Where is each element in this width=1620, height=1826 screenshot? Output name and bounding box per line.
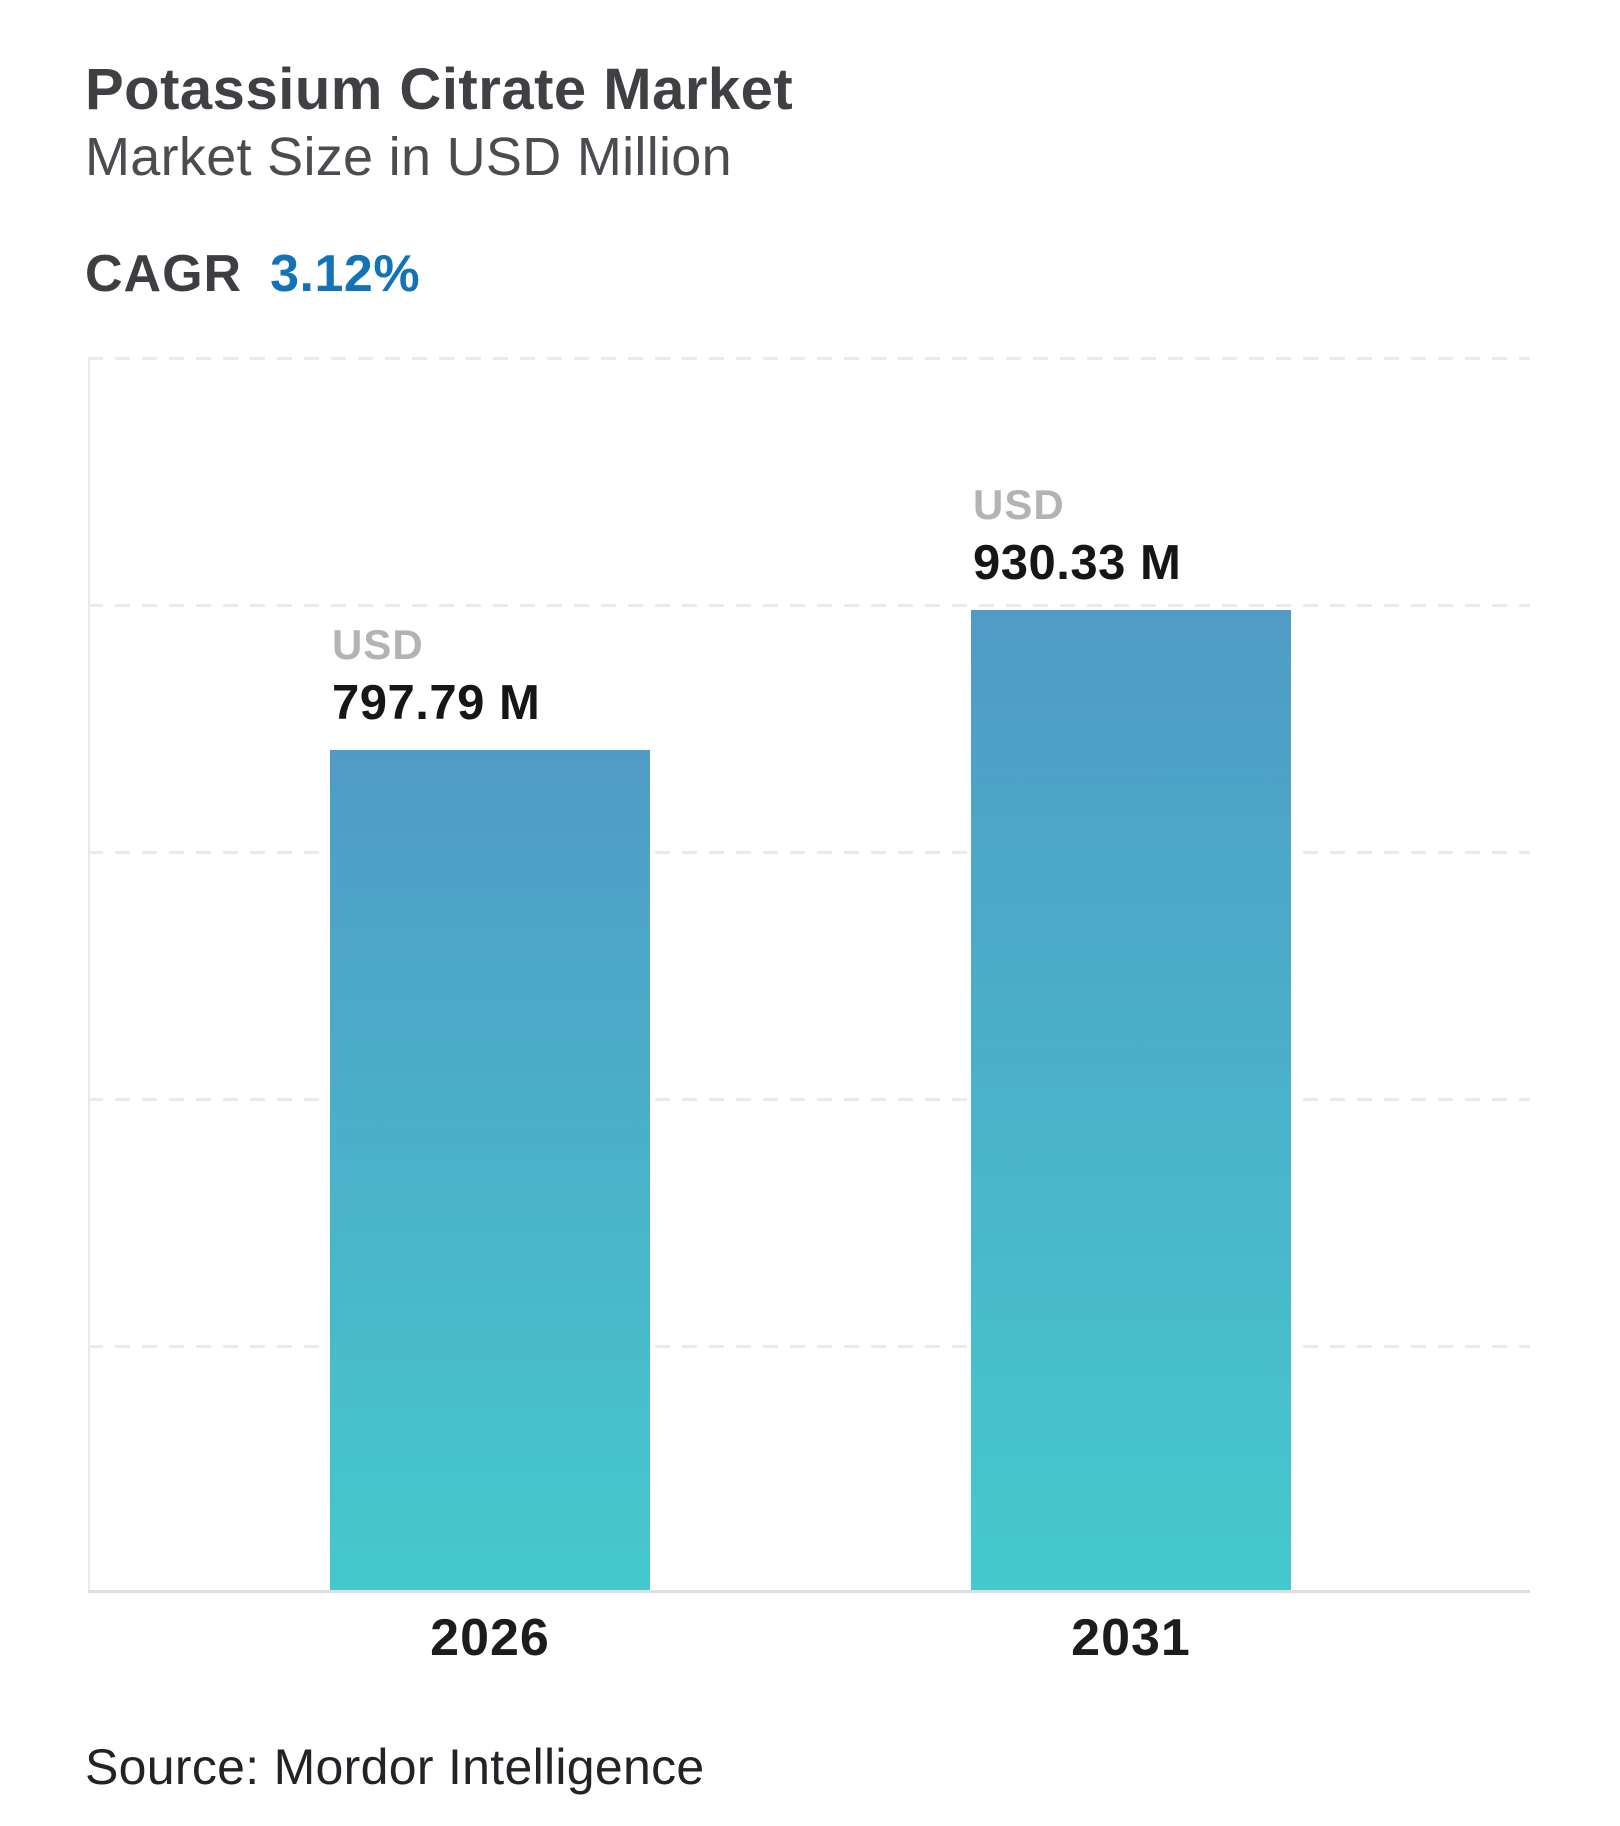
gridline xyxy=(88,357,1530,360)
x-tick-label-2026: 2026 xyxy=(430,1609,550,1667)
cagr-value: 3.12% xyxy=(270,245,421,303)
bar-value-label: 797.79 M xyxy=(332,675,541,730)
cagr-label: CAGR xyxy=(85,245,243,303)
bar-2026 xyxy=(330,749,650,1592)
gridline xyxy=(88,851,1530,854)
gridline xyxy=(88,604,1530,607)
bar-2031 xyxy=(971,610,1291,1592)
bar-currency-label: USD xyxy=(973,481,1065,529)
source-text: Source: Mordor Intelligence xyxy=(85,1739,705,1795)
gridline xyxy=(88,1345,1530,1348)
cagr-row: CAGR 3.12% xyxy=(85,244,420,304)
page-subtitle: Market Size in USD Million xyxy=(85,127,732,187)
page-title: Potassium Citrate Market xyxy=(85,57,794,122)
bar-group-2026: USD 797.79 M xyxy=(330,357,650,1592)
gridline xyxy=(88,1098,1530,1101)
bar-value-label: 930.33 M xyxy=(973,535,1182,590)
bar-group-2031: USD 930.33 M xyxy=(971,357,1291,1592)
y-axis-line xyxy=(88,357,90,1592)
x-tick-label-2031: 2031 xyxy=(1071,1609,1191,1667)
chart-plot-area: USD 797.79 M USD 930.33 M 2026 2031 xyxy=(88,357,1530,1667)
x-axis-line xyxy=(88,1590,1530,1593)
bar-data-label-2026: USD 797.79 M xyxy=(332,618,540,734)
bar-data-label-2031: USD 930.33 M xyxy=(973,478,1181,594)
bar-currency-label: USD xyxy=(332,621,424,669)
